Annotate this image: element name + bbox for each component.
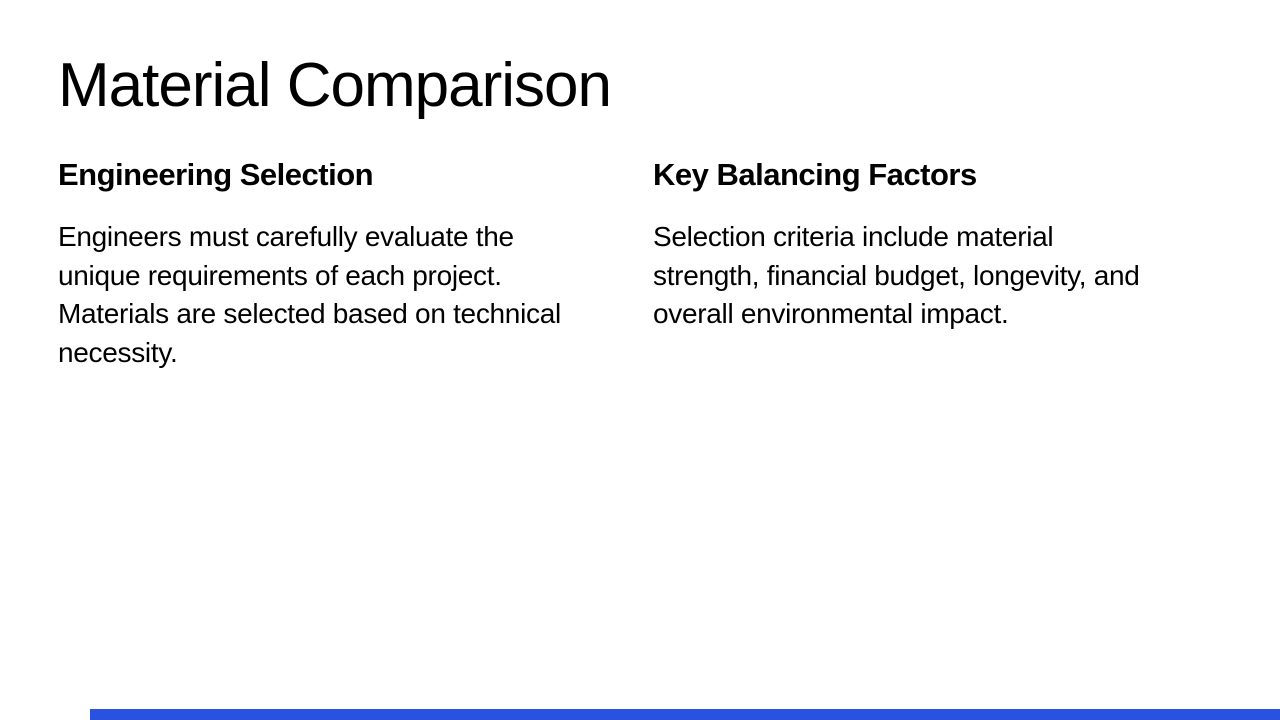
left-column-body-text: Engineers must carefully evaluate the un… [58, 221, 561, 368]
column-left: Engineering Selection Engineers must car… [58, 157, 563, 372]
bottom-accent-bar [90, 709, 1280, 720]
slide-title: Material Comparison [58, 51, 612, 120]
right-column-heading: Key Balancing Factors [653, 157, 977, 192]
right-column-body-text: Selection criteria include material stre… [653, 221, 1140, 329]
two-column-layout: Engineering Selection Engineers must car… [58, 157, 1158, 372]
column-right: Key Balancing Factors Selection criteria… [653, 157, 1158, 372]
left-column-heading: Engineering Selection [58, 157, 374, 192]
